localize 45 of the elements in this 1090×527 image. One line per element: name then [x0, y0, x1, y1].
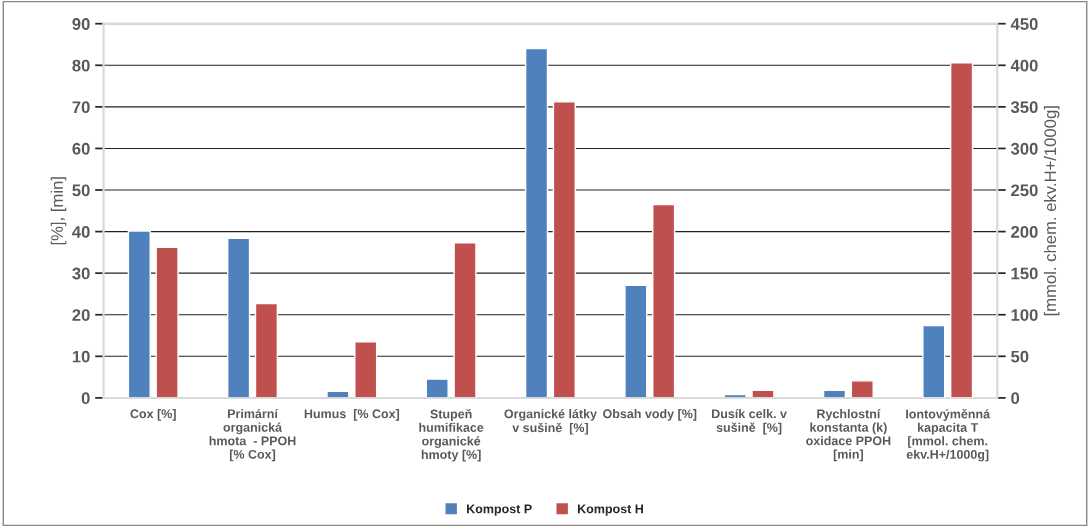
bar	[155, 246, 179, 398]
bar	[453, 242, 477, 398]
x-tick-label: Humus [% Cox]	[304, 409, 400, 421]
legend-label: Kompost H	[577, 504, 643, 516]
x-tick-label: Organické látky v sušině [%]	[504, 409, 597, 435]
bar	[226, 237, 251, 398]
bar	[524, 47, 549, 398]
y-tick-label: 80	[72, 59, 90, 72]
y2-tick-label: 200	[1011, 225, 1038, 238]
x-tick-label: Dusík celk. v sušině [%]	[712, 408, 787, 435]
y-tick-label: 60	[72, 142, 90, 155]
x-tick-label: Rychlostní konstanta (k) oxidace PPOH [min]	[806, 409, 891, 462]
y2-tick-label: 100	[1011, 309, 1038, 321]
y-tick-label: 40	[72, 225, 90, 238]
y2-tick-label: 450	[1010, 18, 1038, 30]
bar	[652, 203, 676, 398]
bar	[254, 302, 279, 398]
x-tick-label: Primární organická hmota - PPOH [% Cox]	[209, 408, 296, 462]
y2-tick-label: 350	[1010, 101, 1038, 114]
y-tick-label: 90	[72, 18, 90, 30]
y2-tick-label: 300	[1010, 142, 1038, 155]
bar	[850, 380, 874, 398]
bar	[425, 378, 449, 398]
x-tick-label: Cox [%]	[130, 409, 176, 421]
y-tick-label: 70	[72, 101, 90, 114]
y2-tick-label: 400	[1010, 59, 1038, 72]
y-tick-label: 50	[72, 184, 90, 197]
bar	[552, 101, 576, 398]
y2-tick-label: 50	[1011, 350, 1029, 363]
y2-tick-label: 150	[1011, 267, 1038, 280]
x-tick-label: Obsah vody [%]	[603, 409, 697, 421]
x-tick-label: Stupeň humifikace organické hmoty [%]	[419, 409, 484, 462]
x-tick-label: Iontovýměnná kapacita T [mmol. chem. ekv.H+/1000g]	[906, 409, 991, 462]
y-tick-label: 20	[72, 309, 90, 321]
y-tick-label: 30	[72, 267, 90, 280]
y-tick-label: 10	[72, 350, 90, 363]
bar	[624, 284, 648, 398]
y-axis-title: [%], [min]	[50, 177, 67, 245]
bar	[354, 341, 378, 398]
y2-tick-label: 0	[1011, 392, 1020, 405]
legend-label: Kompost P	[467, 504, 532, 516]
y-tick-label: 0	[81, 392, 90, 405]
bar	[127, 230, 151, 398]
y2-tick-label: 250	[1011, 184, 1038, 197]
y2-axis-title: [mmol. chem. ekv.H+/1000g]	[1043, 106, 1060, 316]
